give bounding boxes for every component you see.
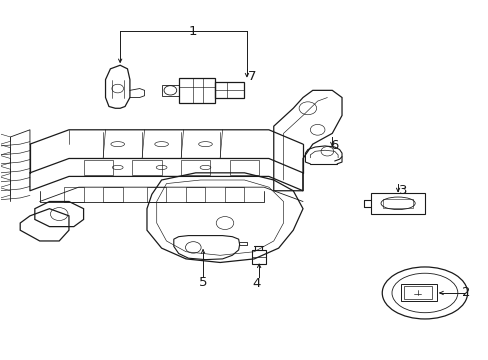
Text: 7: 7 [247,69,256,82]
Text: 3: 3 [398,184,407,197]
Text: 2: 2 [461,287,469,300]
Text: 6: 6 [330,139,338,152]
Text: 5: 5 [199,276,207,289]
Text: 1: 1 [189,25,197,38]
Text: 4: 4 [252,278,260,291]
